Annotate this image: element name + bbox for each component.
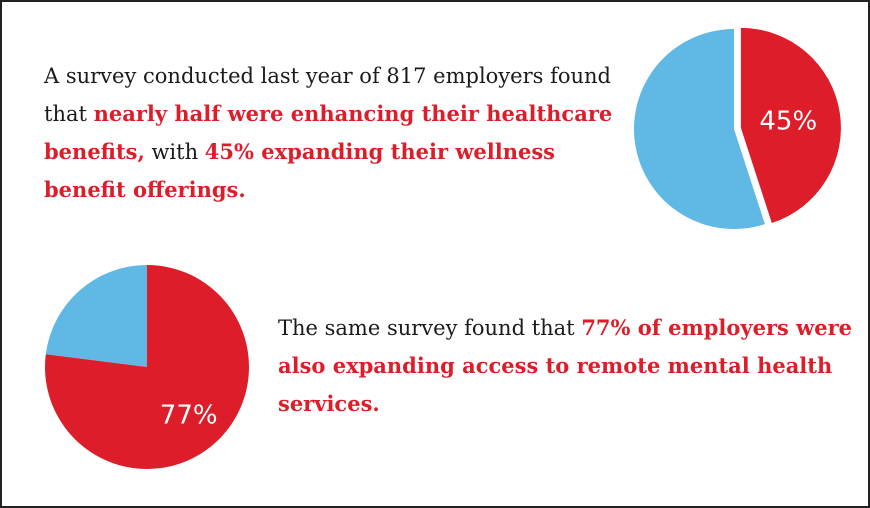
paragraph1-text-a: A survey conducted last year of 817 empl… bbox=[44, 64, 611, 126]
paragraph1-highlight-wellness: 45% expanding their wellness benefit off… bbox=[44, 139, 555, 202]
paragraph1-highlight-healthcare: nearly half were enhancing their healthc… bbox=[44, 101, 613, 164]
pie2-slice-other bbox=[45, 265, 147, 367]
pie2-label-77: 77% bbox=[160, 400, 218, 430]
pie1-slice-45 bbox=[740, 27, 841, 224]
survey-paragraph-healthcare: A survey conducted last year of 817 empl… bbox=[44, 57, 624, 209]
pie1-slice-other bbox=[634, 29, 765, 230]
survey-paragraph-mental-health: The same survey found that 77% of employ… bbox=[278, 309, 858, 423]
pie1-label-45: 45% bbox=[759, 106, 817, 136]
pie-chart-mental-health: 77% bbox=[44, 265, 249, 469]
pie-chart-wellness: 45% bbox=[634, 27, 841, 230]
paragraph2-highlight-remote: 77% of employers were also expanding acc… bbox=[278, 315, 853, 416]
pie2-slice-77 bbox=[44, 265, 249, 469]
paragraph1-text-b: with bbox=[144, 140, 205, 164]
paragraph2-text-a: The same survey found that bbox=[278, 316, 582, 340]
